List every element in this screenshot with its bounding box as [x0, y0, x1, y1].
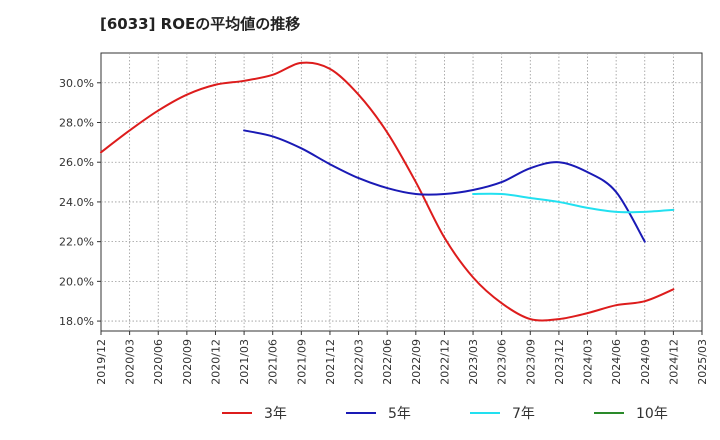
x-tick-label: 2022/09	[410, 339, 423, 385]
legend-label: 7年	[512, 406, 535, 422]
x-tick-label: 2021/09	[295, 339, 308, 385]
x-tick-label: 2021/03	[238, 339, 251, 385]
x-tick-label: 2021/12	[324, 339, 337, 385]
x-tick-label: 2023/09	[524, 339, 537, 385]
y-tick-label: 26.0%	[59, 156, 94, 169]
y-tick-label: 20.0%	[59, 275, 94, 288]
y-tick-label: 30.0%	[59, 77, 94, 90]
legend-label: 5年	[388, 406, 411, 422]
x-tick-label: 2024/09	[639, 339, 652, 385]
x-tick-label: 2023/03	[467, 339, 480, 385]
x-tick-label: 2020/09	[181, 339, 194, 385]
y-tick-label: 22.0%	[59, 236, 94, 249]
x-tick-label: 2022/03	[353, 339, 366, 385]
x-tick-label: 2024/03	[582, 339, 595, 385]
y-tick-label: 18.0%	[59, 315, 94, 328]
x-tick-label: 2023/06	[496, 339, 509, 385]
grid-lines	[101, 53, 702, 331]
y-axis-ticks: 18.0% 20.0% 22.0% 24.0% 26.0% 28.0% 30.0%	[59, 77, 101, 328]
x-tick-label: 2023/12	[553, 339, 566, 385]
x-tick-label: 2021/06	[267, 339, 280, 385]
x-tick-label: 2019/12	[95, 339, 108, 385]
series-line-2	[243, 129, 646, 243]
y-tick-label: 28.0%	[59, 117, 94, 130]
x-tick-label: 2025/03	[696, 339, 709, 385]
y-tick-label: 24.0%	[59, 196, 94, 209]
x-tick-label: 2022/12	[438, 339, 451, 385]
x-tick-label: 2022/06	[381, 339, 394, 385]
x-tick-label: 2024/12	[667, 339, 680, 385]
series-line-3	[472, 192, 675, 214]
legend-label: 10年	[636, 406, 668, 422]
x-axis-ticks: 2019/12 2020/03 2020/06 2020/09 2020/12 2021/…	[95, 331, 709, 385]
series-line-1	[100, 61, 675, 322]
x-tick-label: 2020/12	[209, 339, 222, 385]
x-tick-label: 2020/03	[124, 339, 137, 385]
series-lines	[100, 61, 675, 322]
x-tick-label: 2024/06	[610, 339, 623, 385]
x-tick-label: 2020/06	[152, 339, 165, 385]
legend: 3年 5年 7年 10年	[222, 406, 668, 422]
chart-title: [6033] ROEの平均値の推移	[100, 15, 300, 33]
legend-label: 3年	[264, 406, 287, 422]
